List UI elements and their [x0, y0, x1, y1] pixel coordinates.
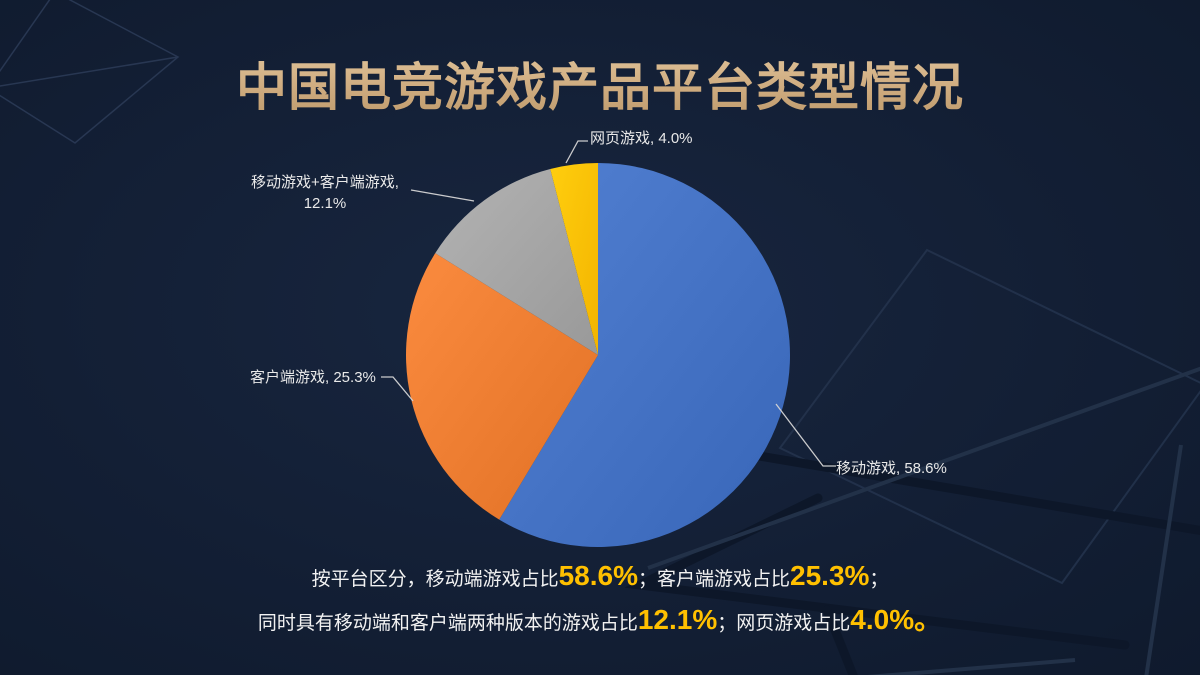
summary-highlight-value: 25.3%	[790, 560, 870, 591]
summary-line-2: 同时具有移动端和客户端两种版本的游戏占比12.1%；网页游戏占比4.0%。	[0, 600, 1200, 644]
pie-slice-移动游戏+客户端游戏	[435, 169, 598, 355]
summary-text: 同时具有移动端和客户端两种版本的游戏占比	[257, 613, 638, 634]
summary-text: 按平台区分，移动端游戏占比	[311, 569, 559, 590]
pie-label-web-games: 网页游戏, 4.0%	[590, 130, 693, 147]
leader-line-mobile-plus-client	[410, 189, 475, 202]
pie-slice-网页游戏	[550, 163, 598, 355]
pie-label-client-games: 客户端游戏, 25.3%	[250, 369, 376, 386]
summary-highlight-value: 58.6%	[558, 560, 638, 591]
summary-highlight-value: 12.1%	[637, 604, 718, 635]
pie-slice-移动游戏	[499, 163, 790, 547]
summary-text: ；	[717, 613, 737, 634]
leader-line-mobile-games	[775, 403, 836, 467]
summary-highlight-value: 。	[914, 604, 943, 635]
pie-label-mobile-games: 移动游戏, 58.6%	[836, 460, 947, 477]
decor-right-diamond	[778, 248, 1200, 585]
pie-slice-客户端游戏	[406, 253, 598, 520]
decor-bottomright-light-lines	[647, 366, 1200, 675]
pie	[406, 163, 790, 547]
summary-text: 网页游戏占比	[736, 613, 851, 634]
leader-line-client-games	[381, 376, 414, 402]
summary-paragraph: 按平台区分，移动端游戏占比58.6%；客户端游戏占比25.3%； 同时具有移动端…	[0, 556, 1200, 644]
summary-highlight-value: 4.0%	[850, 604, 915, 635]
page-title: 中国电竞游戏产品平台类型情况	[0, 46, 1200, 120]
summary-text: 客户端游戏占比	[657, 569, 791, 590]
decor-topleft-kite	[0, 0, 180, 144]
leader-line-web-games	[565, 140, 588, 164]
summary-text: ；	[869, 569, 889, 590]
summary-text: ；	[637, 569, 657, 590]
summary-line-1: 按平台区分，移动端游戏占比58.6%；客户端游戏占比25.3%；	[0, 556, 1200, 600]
pie-label-mobile-plus-client: 移动游戏+客户端游戏, 12.1%	[251, 174, 399, 212]
